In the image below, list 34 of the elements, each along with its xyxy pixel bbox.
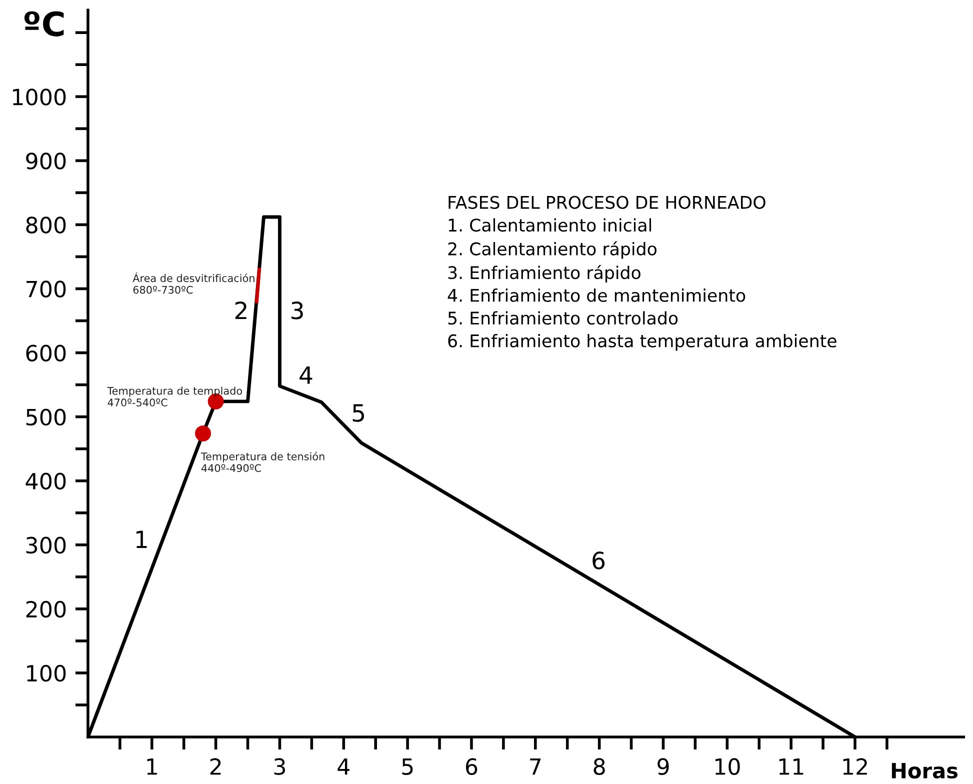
x-tick-label: 5 — [402, 758, 413, 775]
y-tick-label: 600 — [26, 344, 66, 362]
x-tick-label: 12 — [843, 758, 867, 775]
annotation: 4 — [300, 366, 312, 384]
y-tick-label: 100 — [27, 664, 66, 682]
x-tick-label: 3 — [274, 758, 286, 775]
annotation: 5 — [352, 404, 364, 422]
x-tick-label: 2 — [210, 758, 221, 775]
annotation: Área de desvitrificación 680º-730ºC — [132, 272, 254, 294]
x-tick-label: 11 — [779, 758, 804, 775]
annotation: Temperatura de templado 470º-540ºC — [107, 386, 242, 406]
x-tick-label: 10 — [715, 758, 740, 775]
y-tick-label: 300 — [26, 536, 66, 554]
y-tick-label: 400 — [26, 472, 66, 490]
y-tick-label: 900 — [26, 152, 66, 170]
annotation: 6 — [592, 552, 605, 570]
x-axis-title: Horas — [892, 763, 958, 779]
y-tick-label: 500 — [26, 408, 66, 426]
y-tick-label: 1000 — [13, 88, 66, 106]
x-tick-label: 9 — [658, 758, 669, 775]
x-tick-label: 8 — [594, 758, 605, 775]
y-tick-label: 200 — [26, 600, 66, 618]
annotation: Temperatura de tensión 440º-490ºC — [200, 452, 324, 472]
annotation: 3 — [292, 302, 303, 320]
x-tick-label: 4 — [338, 758, 350, 775]
y-axis-title: ºC — [24, 11, 64, 36]
y-tick-label: 700 — [26, 280, 66, 298]
annotation: FASES DEL PROCESO DE HORNEADO 1. Calentamiento inicial 2. Calentamiento rápido 3. Enfriamiento rápido 4. Enfriamiento de mantenimiento 5. Enfriamiento controlado 6. Enfriamiento hasta temperatura ambiente — [448, 196, 836, 351]
x-tick-label: 7 — [530, 758, 541, 775]
x-tick-label: 1 — [147, 758, 157, 775]
annotation: 1 — [136, 530, 147, 548]
x-tick-label: 6 — [466, 758, 478, 775]
y-tick-label: 800 — [26, 216, 66, 234]
annotation: 2 — [235, 302, 246, 320]
